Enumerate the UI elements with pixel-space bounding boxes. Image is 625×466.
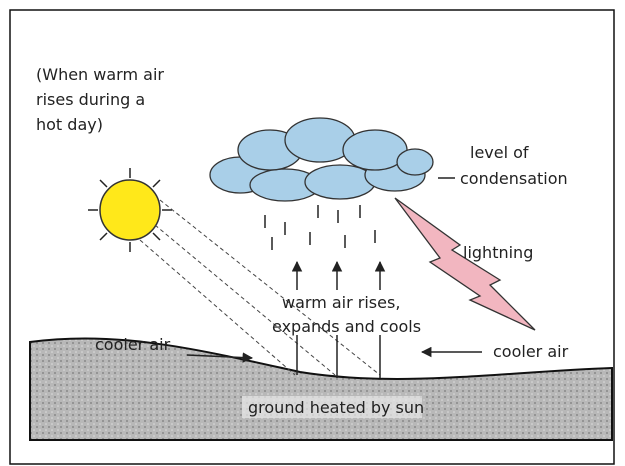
condensation-label: condensation — [460, 169, 568, 188]
warm-air-label: expands and cools — [272, 317, 421, 336]
cooler-air-label: cooler air — [493, 342, 569, 361]
rain — [264, 205, 376, 250]
lightning-bolt — [394, 197, 536, 331]
ground-label: ground heated by sun — [248, 398, 424, 417]
caption-line: hot day) — [36, 115, 103, 134]
sun-rays — [139, 199, 381, 376]
updraft-arrows — [186, 177, 482, 378]
ground — [29, 337, 613, 441]
condensation-label: level of — [470, 143, 529, 162]
cooler-air-label: cooler air — [95, 335, 171, 354]
warm-air-label: warm air rises, — [282, 293, 400, 312]
lightning-label: lightning — [463, 243, 533, 262]
cloud — [209, 117, 434, 202]
ground-label-bg — [242, 396, 422, 418]
sun — [88, 168, 172, 252]
caption-line: (When warm air — [36, 65, 164, 84]
caption-line: rises during a — [36, 90, 145, 109]
